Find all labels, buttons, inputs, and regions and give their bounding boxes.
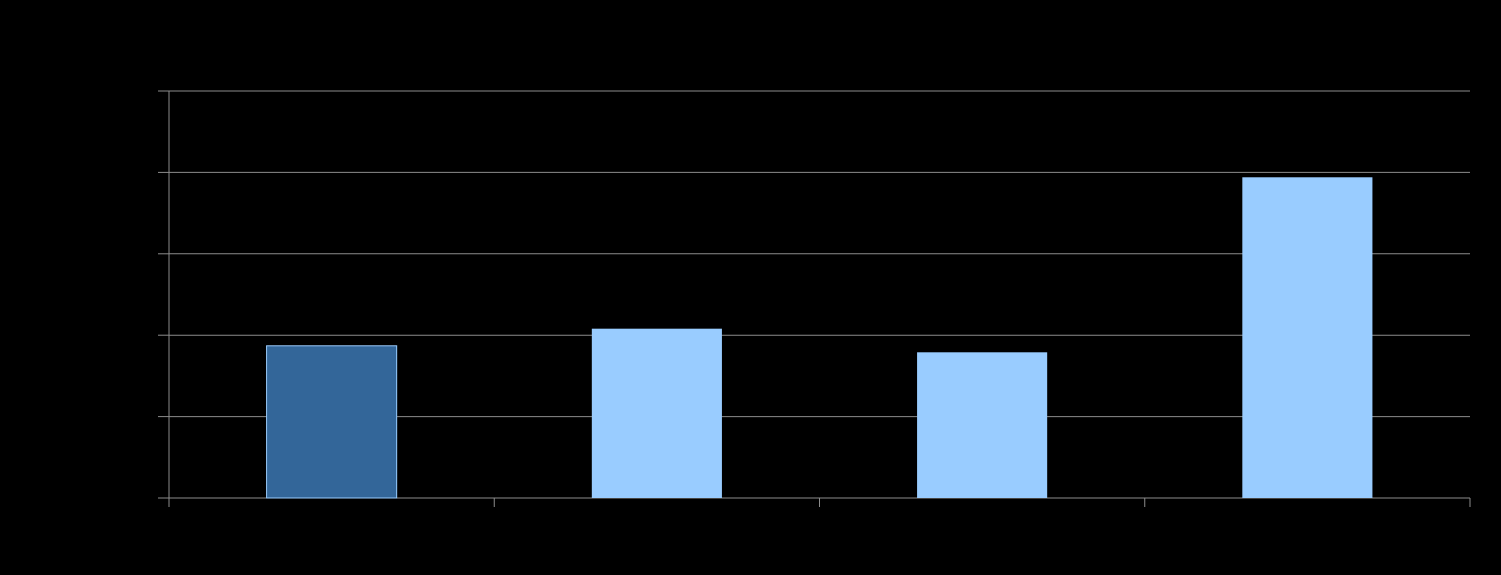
bar	[266, 345, 398, 499]
bar	[917, 352, 1048, 498]
bar	[1242, 177, 1373, 498]
bar	[591, 328, 722, 498]
